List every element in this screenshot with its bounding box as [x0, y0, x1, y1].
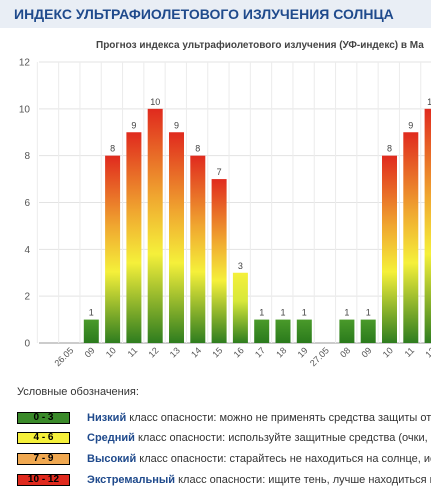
- y-tick-label: 4: [24, 245, 30, 256]
- legend-text: Низкий класс опасности: можно не применя…: [87, 412, 431, 424]
- y-tick-label: 0: [24, 339, 30, 350]
- legend-swatch: 10 - 12: [17, 474, 70, 486]
- legend-text: Средний класс опасности: используйте защ…: [87, 432, 431, 444]
- bar: [424, 108, 431, 343]
- y-axis-ticks: 0 2 4 6 8 10 12: [19, 58, 31, 350]
- x-tick-label: 19: [296, 345, 310, 359]
- legend-swatch: 4 - 6: [17, 432, 70, 444]
- legend-description: класс опасности: используйте защитные ср…: [134, 432, 431, 444]
- data-labels: 1891098731111189109: [89, 97, 431, 318]
- x-tick-label: 08: [338, 345, 352, 359]
- data-label: 1: [89, 308, 94, 318]
- bar: [254, 319, 270, 343]
- data-label: 7: [217, 167, 222, 177]
- legend-description: класс опасности: можно не применять сред…: [126, 412, 431, 424]
- uv-index-chart: Прогноз индекса ультрафиолетового излуче…: [19, 39, 431, 368]
- legend-text: Высокий класс опасности: старайтесь не н…: [87, 453, 431, 465]
- legend-item: 7 - 9 Высокий класс опасности: старайтесь…: [17, 453, 431, 467]
- x-tick-label: 12: [423, 345, 431, 359]
- x-tick-label: 11: [126, 345, 140, 359]
- data-label: 1: [259, 308, 264, 318]
- x-tick-label: 15: [210, 345, 224, 359]
- data-label: 8: [387, 144, 392, 154]
- page-title: ИНДЕКС УЛЬТРАФИОЛЕТОВОГО ИЗЛУЧЕНИЯ СОЛНЦ…: [14, 6, 394, 22]
- legend-swatch: 0 - 3: [17, 412, 70, 424]
- x-tick-label: 26.05: [52, 345, 75, 368]
- legend-description: класс опасности: старайтесь не находитьс…: [136, 453, 431, 465]
- data-label: 9: [174, 120, 179, 130]
- y-tick-label: 10: [19, 104, 31, 115]
- x-tick-label: 13: [168, 345, 182, 359]
- bar: [190, 155, 206, 343]
- bar: [403, 132, 419, 343]
- bar: [126, 132, 142, 343]
- data-label: 1: [366, 308, 371, 318]
- y-tick-label: 6: [24, 198, 30, 209]
- bars: [83, 108, 431, 343]
- x-tick-label: 10: [104, 345, 118, 359]
- data-label: 3: [238, 261, 243, 271]
- legend-level: Экстремальный: [87, 474, 176, 486]
- chart-title: Прогноз индекса ультрафиолетового излуче…: [96, 39, 424, 51]
- bar: [382, 155, 397, 343]
- legend-description: класс опасности: ищите тень, лучше наход…: [175, 474, 431, 486]
- data-label: 10: [150, 97, 160, 107]
- grid-lines: [36, 61, 431, 344]
- bar: [339, 319, 355, 343]
- legend-text: Экстремальный класс опасности: ищите тен…: [87, 474, 431, 486]
- bar: [211, 179, 227, 343]
- x-tick-label: 17: [253, 345, 267, 359]
- bar: [232, 272, 248, 343]
- bar: [147, 108, 163, 343]
- x-tick-label: 16: [232, 345, 246, 359]
- bar: [275, 319, 291, 343]
- data-label: 9: [408, 120, 413, 130]
- legend-item: 4 - 6 Средний класс опасности: используйт…: [17, 432, 431, 446]
- bar: [105, 155, 121, 343]
- x-tick-label: 10: [381, 345, 395, 359]
- data-label: 1: [280, 308, 285, 318]
- legend-item: 10 - 12 Экстремальный класс опасности: ищ…: [17, 474, 431, 488]
- data-label: 9: [131, 120, 136, 130]
- legend-level: Низкий: [87, 412, 127, 424]
- x-tick-label: 09: [83, 345, 97, 359]
- bar: [169, 132, 184, 343]
- x-tick-label: 09: [359, 345, 373, 359]
- bar: [296, 319, 312, 343]
- data-label: 8: [110, 144, 115, 154]
- data-label: 1: [302, 308, 307, 318]
- legend-item: 0 - 3 Низкий класс опасности: можно не пр…: [17, 412, 431, 426]
- bar: [360, 319, 376, 343]
- x-tick-label: 27.05: [308, 345, 331, 368]
- y-tick-label: 2: [24, 292, 30, 303]
- y-tick-label: 8: [24, 151, 30, 162]
- x-tick-label: 14: [189, 345, 203, 359]
- data-label: 10: [427, 97, 431, 107]
- x-tick-label: 18: [274, 345, 288, 359]
- page-header: ИНДЕКС УЛЬТРАФИОЛЕТОВОГО ИЗЛУЧЕНИЯ СОЛНЦ…: [0, 0, 431, 28]
- bar: [83, 319, 99, 343]
- legend-title: Условные обозначения:: [17, 386, 139, 398]
- x-tick-label: 11: [403, 345, 417, 359]
- legend-level: Высокий: [87, 453, 137, 465]
- legend-swatch: 7 - 9: [17, 453, 70, 465]
- legend-level: Средний: [87, 432, 135, 444]
- data-label: 1: [344, 308, 349, 318]
- data-label: 8: [195, 144, 200, 154]
- x-tick-label: 12: [146, 345, 160, 359]
- y-tick-label: 12: [19, 58, 31, 69]
